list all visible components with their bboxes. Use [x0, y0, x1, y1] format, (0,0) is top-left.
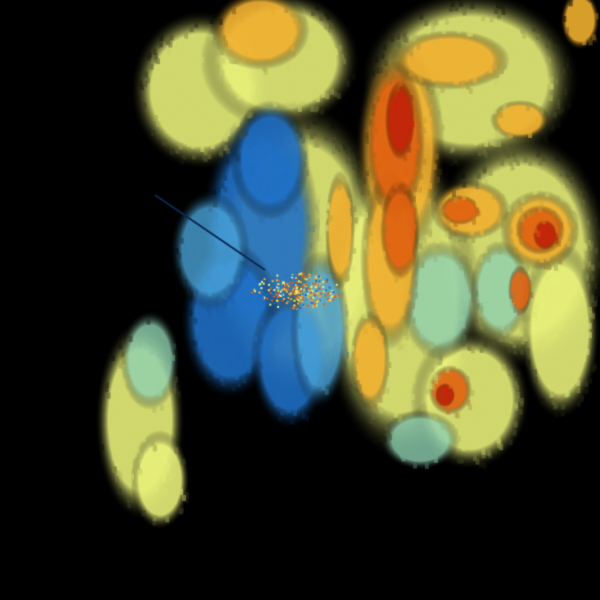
radar-canvas — [0, 0, 600, 600]
radar-image — [0, 0, 600, 600]
